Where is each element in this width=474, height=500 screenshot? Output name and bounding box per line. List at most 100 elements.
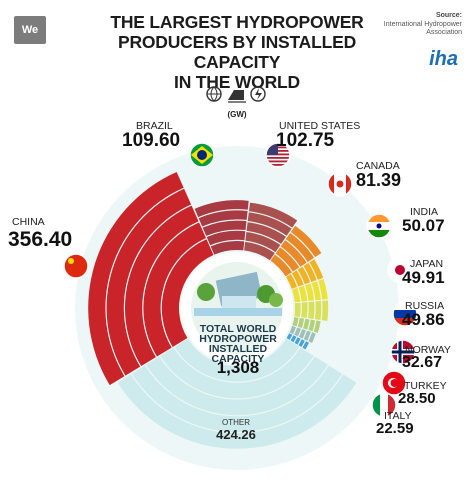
globe-icon (206, 86, 222, 102)
country-name-china: CHINA (12, 216, 45, 228)
source-name: International Hydropower Association (383, 21, 462, 36)
segment-turkey-band-3 (303, 330, 311, 341)
segment-italy-band-2 (294, 337, 301, 345)
segment-brazil-band-4 (194, 200, 249, 218)
segment-italy (286, 333, 293, 340)
brand-logo: We (14, 16, 46, 44)
country-value-united-states: 102.75 (276, 130, 335, 151)
segment-united-states-band-2 (246, 222, 286, 244)
chart-title: THE LARGEST HYDROPOWER PRODUCERS BY INST… (80, 12, 394, 92)
segment-italy-band-3 (298, 339, 305, 348)
segment-india-band-2 (297, 266, 311, 285)
usa-flag-icon (265, 142, 291, 168)
segment-japan-band-3 (311, 281, 321, 301)
country-value-italy: 22.59 (376, 420, 414, 437)
country-name-india: INDIA (410, 206, 439, 218)
country-value-canada: 81.39 (356, 170, 402, 190)
segment-turkey-band-2 (298, 329, 306, 339)
segment-norway-band-3 (308, 319, 316, 332)
other-label: OTHER (222, 418, 250, 427)
title-line-3: IN THE WORLD (174, 72, 300, 92)
segment-united-states-band-1 (245, 232, 281, 253)
segment-japan-band-1 (298, 285, 308, 302)
source-label: Source: (435, 12, 462, 19)
canada-flag-icon (327, 171, 353, 197)
title-line-2: PRODUCERS BY INSTALLED CAPACITY (117, 32, 357, 72)
country-name-brazil: BRAZIL (136, 120, 173, 132)
segment-turkey (289, 325, 296, 335)
segment-norway-band-2 (303, 318, 310, 330)
segment-other-band-1 (160, 347, 314, 399)
segment-other-band-2 (146, 356, 328, 416)
segment-brazil-band-3 (198, 210, 248, 227)
segment-norway-band-1 (297, 317, 305, 329)
segment-russia-band-1 (301, 302, 308, 319)
italy-flag-icon (371, 392, 397, 418)
segment-brazil-band-2 (202, 220, 247, 236)
unit-label: (GW) (227, 110, 247, 119)
total-value: 1,308 (216, 358, 260, 377)
country-value-japan: 49.91 (402, 268, 445, 287)
segment-japan-band-2 (305, 283, 315, 302)
brazil-flag-icon (189, 142, 215, 168)
country-name-canada: CANADA (356, 160, 400, 172)
dam-icon (228, 90, 246, 103)
segment-united-states (244, 241, 275, 261)
segment-china-band-4 (88, 171, 184, 386)
japan-flag-icon (387, 257, 413, 283)
segment-russia-band-2 (308, 301, 315, 319)
segment-russia-band-4 (321, 300, 329, 321)
segment-canada (270, 254, 292, 277)
norway-flag-icon (390, 339, 416, 365)
segment-other-band-4 (117, 374, 357, 449)
segment-japan-band-4 (318, 279, 328, 300)
segment-italy-band-1 (290, 335, 297, 343)
segment-other-band-3 (131, 365, 343, 432)
segment-canada-band-1 (275, 247, 300, 272)
china-flag-icon (63, 253, 89, 279)
iha-logo: iha (429, 48, 458, 70)
segment-india (286, 273, 298, 289)
country-value-turkey: 28.50 (398, 390, 436, 407)
segment-italy-band-4 (302, 341, 309, 350)
country-name-italy: ITALY (384, 410, 412, 422)
total-title: TOTAL WORLD HYDROPOWER INSTALLED CAPACIT… (199, 323, 277, 365)
country-name-russia: RUSSIA (405, 300, 445, 312)
segment-turkey-band-1 (294, 327, 301, 337)
flag-group (63, 142, 418, 418)
unit-icon-row (206, 86, 266, 103)
power-icon (250, 86, 266, 102)
segment-norway (292, 317, 299, 327)
country-value-india: 50.07 (402, 216, 445, 235)
title-line-1: THE LARGEST HYDROPOWER (110, 12, 364, 32)
segment-norway-band-4 (313, 320, 321, 333)
other-value: 424.26 (216, 427, 256, 442)
india-flag-icon (366, 213, 392, 239)
segment-brazil-band-1 (206, 230, 246, 246)
segment-united-states-band-4 (248, 202, 298, 228)
segment-canada-band-2 (280, 240, 307, 267)
segment-canada-band-4 (290, 225, 322, 258)
segment-china-band-2 (124, 205, 199, 367)
segment-turkey-band-4 (308, 332, 316, 343)
dam-illustration (181, 252, 293, 364)
country-value-brazil: 109.60 (122, 130, 181, 151)
country-name-turkey: TURKEY (404, 380, 447, 392)
country-name-japan: JAPAN (410, 258, 444, 270)
segment-brazil (210, 240, 245, 255)
turkey-flag-icon (381, 370, 407, 396)
segment-united-states-band-3 (247, 212, 292, 236)
segment-russia (294, 302, 301, 318)
segment-india-band-1 (291, 270, 304, 287)
country-name-norway: NORWAY (405, 344, 451, 356)
segment-canada-band-3 (285, 232, 315, 262)
segment-china (161, 239, 214, 347)
country-value-norway: 32.67 (402, 354, 443, 371)
segment-japan (292, 287, 301, 303)
segment-other (174, 338, 300, 382)
segment-china-band-1 (143, 222, 207, 357)
country-value-russia: 49.86 (402, 310, 445, 329)
segment-india-band-3 (303, 262, 317, 282)
